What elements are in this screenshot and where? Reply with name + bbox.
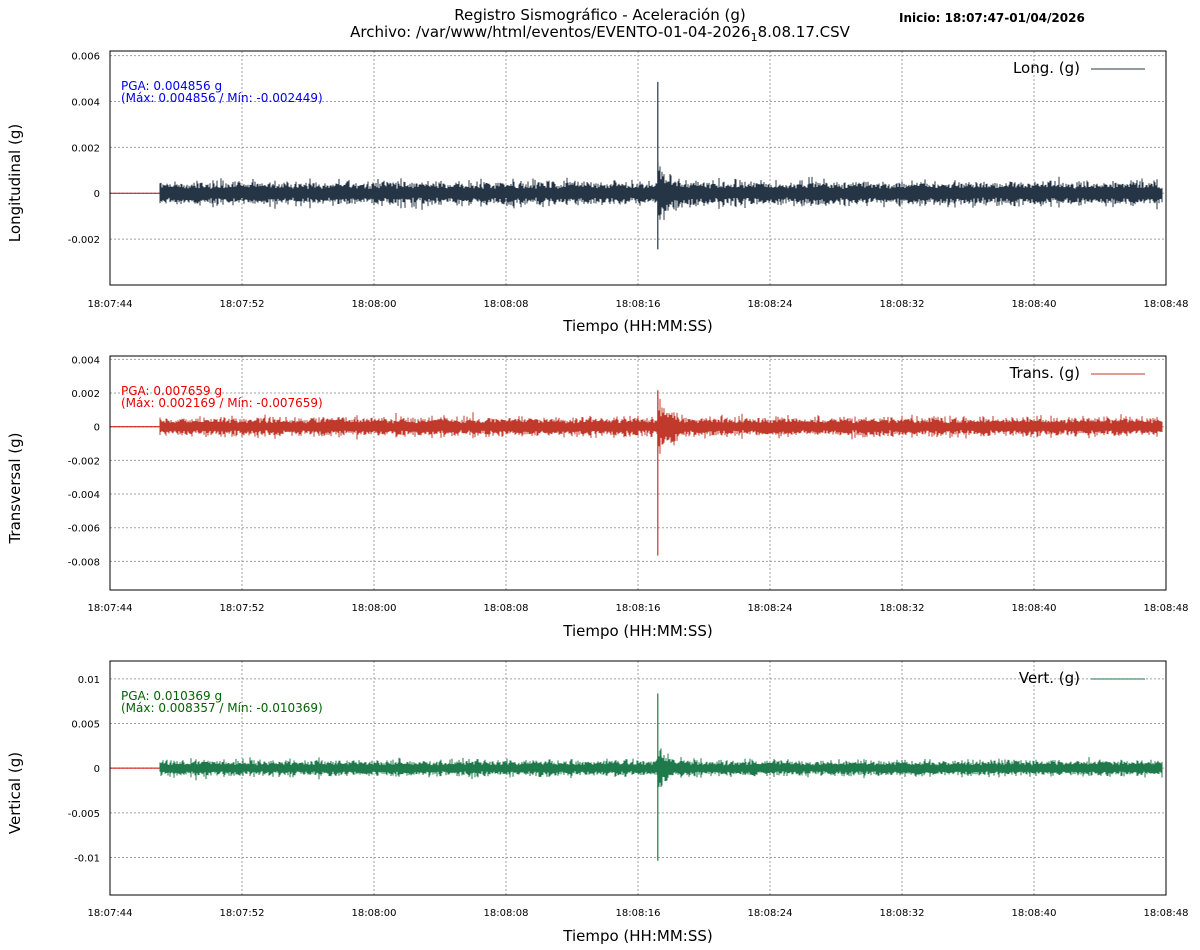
chart-panel-1: 18:07:44 18:07:52 18:08:00 18:08:08 18:08:16… [6,50,1189,335]
chart-subtitle: Archivo: /var/www/html/eventos/EVENTO-01… [0,23,1200,44]
y-tick-label: -0.008 [68,557,100,568]
signal-trace [159,394,1163,455]
y-tick-label: 0.006 [71,52,100,63]
pga-annotation: PGA: 0.010369 g [121,689,222,703]
file-path-subscript: 1 [750,31,758,44]
plot-frame [109,50,1167,286]
y-axis-label: Longitudinal (g) [6,124,24,242]
x-tick-label: 18:08:16 [616,299,661,310]
x-tick-label: 18:08:00 [352,299,397,310]
x-axis-label: Tiempo (HH:MM:SS) [562,317,712,335]
legend-label: Long. (g) [1013,59,1080,77]
y-tick-label: 0 [94,764,100,775]
legend-label: Trans. (g) [1009,364,1080,382]
x-tick-label: 18:08:00 [352,908,397,919]
x-axis-label: Tiempo (HH:MM:SS) [562,927,712,945]
x-tick-label: 18:07:44 [88,299,133,310]
x-tick-label: 18:07:52 [220,908,265,919]
x-tick-label: 18:08:16 [616,603,661,614]
x-tick-label: 18:07:44 [88,908,133,919]
y-tick-label: -0.002 [68,456,100,467]
x-tick-label: 18:08:24 [748,603,793,614]
x-tick-label: 18:08:08 [484,908,529,919]
x-tick-label: 18:08:48 [1144,908,1189,919]
y-axis-label: Transversal (g) [6,432,24,544]
y-tick-label: -0.006 [68,524,100,535]
pga-annotation: PGA: 0.007659 g [121,384,222,398]
y-tick-label: 0.004 [71,97,100,108]
y-tick-label: 0.01 [78,675,100,686]
y-axis-label: Vertical (g) [6,752,24,834]
x-tick-label: 18:08:24 [748,908,793,919]
x-tick-label: 18:08:48 [1144,299,1189,310]
start-time-label: Inicio: 18:07:47-01/04/2026 [899,11,1085,25]
x-tick-label: 18:08:48 [1144,603,1189,614]
x-tick-label: 18:08:16 [616,908,661,919]
x-tick-label: 18:08:40 [1012,299,1057,310]
signal-trace [159,748,1163,788]
x-tick-label: 18:08:40 [1012,908,1057,919]
y-tick-label: -0.004 [68,490,100,501]
x-tick-label: 18:08:32 [880,908,925,919]
max-min-annotation: (Máx: 0.004856 / Mín: -0.002449) [121,91,323,105]
max-min-annotation: (Máx: 0.008357 / Mín: -0.010369) [121,701,323,715]
y-tick-label: 0.002 [71,143,100,154]
y-tick-label: 0.004 [71,355,100,366]
file-path-label: Archivo: /var/www/html/eventos/EVENTO-01… [350,23,751,41]
max-min-annotation: (Máx: 0.002169 / Mín: -0.007659) [121,396,323,410]
chart-panel-3: 18:07:44 18:07:52 18:08:00 18:08:08 18:08:16… [6,660,1189,945]
y-tick-label: 0 [94,423,100,434]
chart-title: Registro Sismográfico - Aceleración (g) [454,6,746,24]
y-tick-label: 0 [94,189,100,200]
x-tick-label: 18:08:24 [748,299,793,310]
y-tick-label: -0.01 [74,853,100,864]
x-tick-label: 18:07:52 [220,299,265,310]
y-tick-label: 0.002 [71,389,100,400]
plot-frame [109,355,1167,591]
file-path-suffix: 8.08.17.CSV [757,23,850,41]
x-tick-label: 18:07:44 [88,603,133,614]
x-tick-label: 18:08:00 [352,603,397,614]
x-tick-label: 18:08:32 [880,299,925,310]
signal-trace [159,161,1163,220]
x-tick-label: 18:08:40 [1012,603,1057,614]
y-tick-label: -0.002 [68,235,100,246]
legend-label: Vert. (g) [1019,669,1080,687]
x-tick-label: 18:08:32 [880,603,925,614]
x-tick-label: 18:08:08 [484,299,529,310]
chart-panel-2: 18:07:44 18:07:52 18:08:00 18:08:08 18:08:16… [6,355,1188,640]
plot-frame [109,660,1167,896]
pga-annotation: PGA: 0.004856 g [121,79,222,93]
y-tick-label: -0.005 [68,809,100,820]
x-tick-label: 18:08:08 [484,603,529,614]
y-tick-label: 0.005 [71,720,100,731]
x-axis-label: Tiempo (HH:MM:SS) [562,622,712,640]
x-tick-label: 18:07:52 [220,603,265,614]
